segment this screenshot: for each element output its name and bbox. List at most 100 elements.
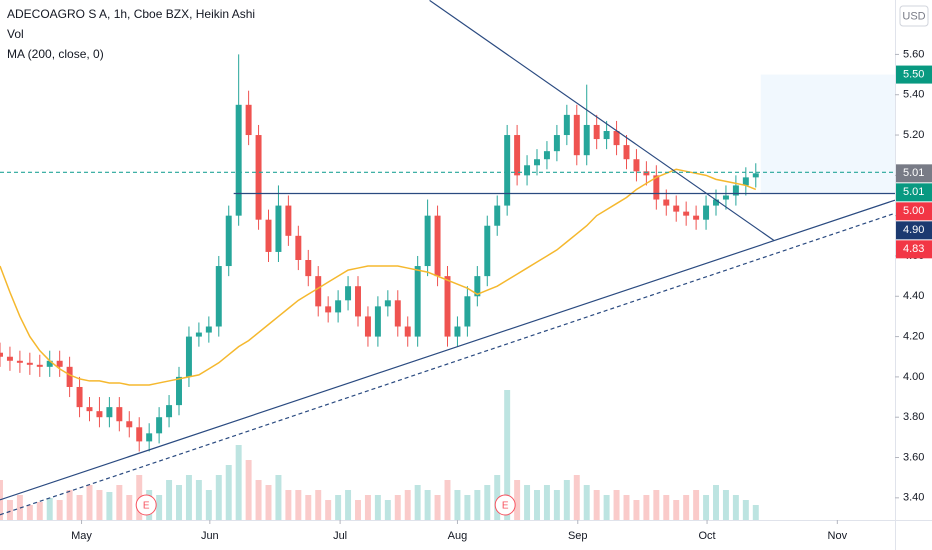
y-tick-label: 4.40: [903, 290, 924, 302]
price-tag-label: 4.83: [903, 243, 924, 255]
volume-bar: [0, 480, 3, 520]
volume-bar: [46, 498, 53, 520]
candle-body: [6, 356, 13, 361]
volume-bar: [325, 500, 332, 520]
volume-bar: [384, 500, 391, 520]
y-tick-label: 3.80: [903, 411, 924, 423]
volume-bar: [653, 490, 660, 520]
candle-body: [335, 300, 342, 313]
candle-body: [524, 165, 531, 176]
indicator-label: MA (200, close, 0): [7, 47, 104, 61]
price-tag-label: 5.01: [903, 167, 924, 179]
candle-body: [394, 300, 401, 327]
candle-body: [593, 124, 600, 140]
volume-bar: [464, 495, 471, 520]
candle-body: [156, 417, 163, 434]
candle-body: [56, 360, 63, 367]
price-tag: [896, 164, 932, 183]
trend-line: [0, 212, 896, 516]
price-tag-label: 5.50: [903, 68, 924, 80]
volume-bar: [364, 495, 371, 520]
volume-bar: [156, 495, 163, 520]
volume-bar: [713, 485, 719, 520]
candle-body: [464, 296, 471, 327]
volume-bar: [404, 490, 411, 520]
volume-bar: [553, 490, 560, 520]
candle-body: [613, 131, 620, 146]
y-tick-label: 5.20: [903, 129, 924, 141]
candle-body: [504, 135, 511, 206]
volume-bar: [583, 485, 590, 520]
candle-body: [285, 205, 292, 236]
candle-body: [484, 225, 491, 277]
volume-bar: [255, 480, 262, 520]
x-tick-label: Nov: [828, 530, 848, 542]
earnings-marker: [135, 494, 157, 516]
y-tick-label: 3.60: [903, 451, 924, 463]
volume-bar: [693, 490, 700, 520]
candle-body: [195, 332, 202, 337]
y-tick-label: 3.40: [903, 492, 924, 504]
candle-body: [166, 405, 173, 418]
volume-bar: [434, 495, 441, 520]
candle-body: [245, 104, 252, 136]
price-tag-label: 5.00: [903, 205, 924, 217]
x-tick-label: May: [71, 530, 92, 542]
volume-bar: [374, 495, 381, 520]
volume-bar: [195, 480, 202, 520]
volume-bar: [454, 490, 461, 520]
candle-body: [275, 205, 282, 252]
volume-bar: [613, 490, 620, 520]
indicator-label: Vol: [7, 27, 24, 41]
candle-body: [325, 306, 332, 313]
legend: ADECOAGRO S A, 1h, Cboe BZX, Heikin Ashi…: [7, 7, 255, 61]
currency[interactable]: USD: [902, 10, 925, 22]
volume-bar: [563, 480, 570, 520]
volume-bar: [643, 495, 650, 520]
candle-body: [374, 306, 381, 337]
candle-body: [573, 114, 580, 156]
candle-body: [26, 362, 33, 365]
candle-body: [474, 276, 481, 297]
candle-body: [752, 173, 759, 178]
volume-bar: [76, 495, 83, 520]
volume-bar: [305, 495, 312, 520]
volume-bar: [116, 485, 123, 520]
candle-body: [305, 260, 312, 277]
candle-body: [225, 215, 232, 267]
candle-body: [414, 266, 421, 337]
candle-body: [36, 364, 43, 367]
volume-bar: [265, 485, 272, 520]
volume-bar: [36, 502, 43, 520]
candle-body: [295, 235, 302, 260]
candle-body: [345, 286, 352, 301]
candle-body: [255, 135, 262, 220]
volume-bar: [623, 495, 630, 520]
candle-body: [633, 159, 640, 172]
volume-bar: [205, 490, 212, 520]
volume-bar: [593, 490, 600, 520]
candle-body: [146, 433, 153, 442]
y-tick-label: 4.20: [903, 330, 924, 342]
volume-bar: [215, 475, 222, 520]
price-tag: [896, 183, 932, 202]
y-tick-label: 4.00: [903, 371, 924, 383]
candle-body: [66, 366, 73, 387]
volume-bar: [6, 500, 13, 520]
volume-bar: [185, 475, 192, 520]
candle-body: [653, 175, 660, 200]
candle-body: [543, 151, 550, 160]
candle-body: [673, 205, 680, 212]
candle-body: [176, 376, 182, 406]
volume-bar: [66, 490, 73, 520]
candle-body: [185, 336, 192, 377]
currency-box[interactable]: [899, 5, 929, 27]
candle-body: [136, 427, 143, 442]
candle-body: [663, 199, 670, 206]
candle-body: [76, 386, 83, 408]
volume-bar: [345, 490, 352, 520]
volume-bar: [742, 500, 749, 520]
candle-body: [514, 135, 521, 176]
volume-bar: [683, 495, 690, 520]
